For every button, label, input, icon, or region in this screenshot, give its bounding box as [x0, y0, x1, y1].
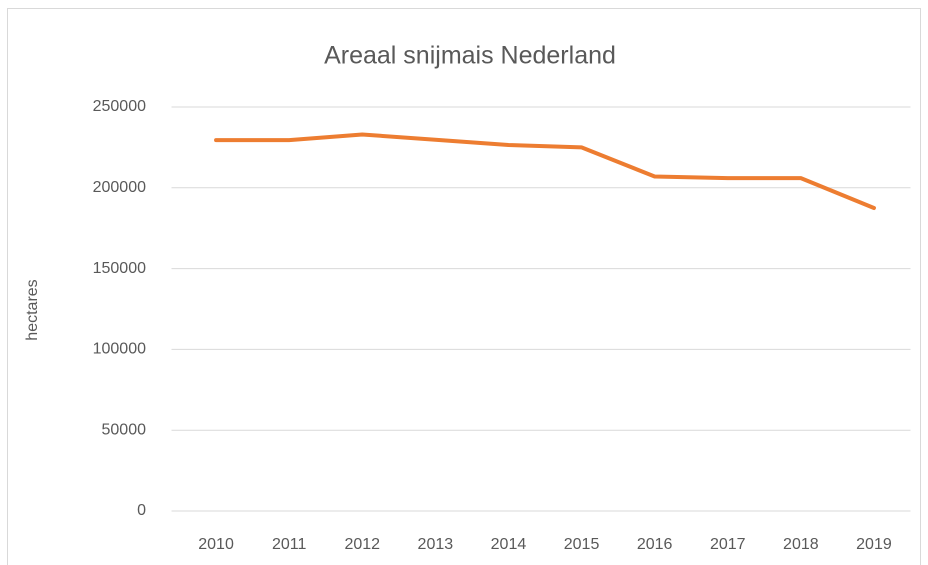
y-tick-label: 50000	[102, 421, 147, 438]
x-tick-label: 2010	[198, 536, 234, 553]
x-tick-label: 2019	[856, 536, 892, 553]
x-tick-label: 2015	[564, 536, 600, 553]
x-tick-label: 2013	[418, 536, 454, 553]
y-tick-label: 250000	[93, 98, 146, 115]
x-tick-label: 2018	[783, 536, 819, 553]
data-line	[214, 132, 876, 210]
y-tick-label: 100000	[93, 341, 146, 358]
x-tick-label: 2011	[272, 536, 307, 553]
x-tick-label: 2012	[344, 536, 380, 553]
chart-border	[7, 8, 921, 565]
y-axis-label: hectares	[24, 279, 41, 340]
y-tick-label: 0	[137, 502, 146, 519]
x-tick-label: 2016	[637, 536, 673, 553]
chart-title: Areaal snijmais Nederland	[324, 42, 616, 70]
y-tick-label: 200000	[93, 179, 146, 196]
y-tick-label: 150000	[93, 260, 146, 277]
x-tick-label: 2014	[491, 536, 527, 553]
x-tick-label: 2017	[710, 536, 746, 553]
